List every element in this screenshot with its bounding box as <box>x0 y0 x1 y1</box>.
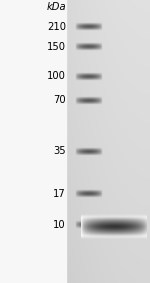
Text: 10: 10 <box>53 220 66 230</box>
Text: 70: 70 <box>53 95 66 106</box>
Text: 210: 210 <box>47 22 66 32</box>
Text: 35: 35 <box>53 146 66 156</box>
Text: kDa: kDa <box>46 2 66 12</box>
Text: 17: 17 <box>53 189 66 199</box>
Text: 100: 100 <box>47 71 66 82</box>
Text: 150: 150 <box>47 42 66 52</box>
